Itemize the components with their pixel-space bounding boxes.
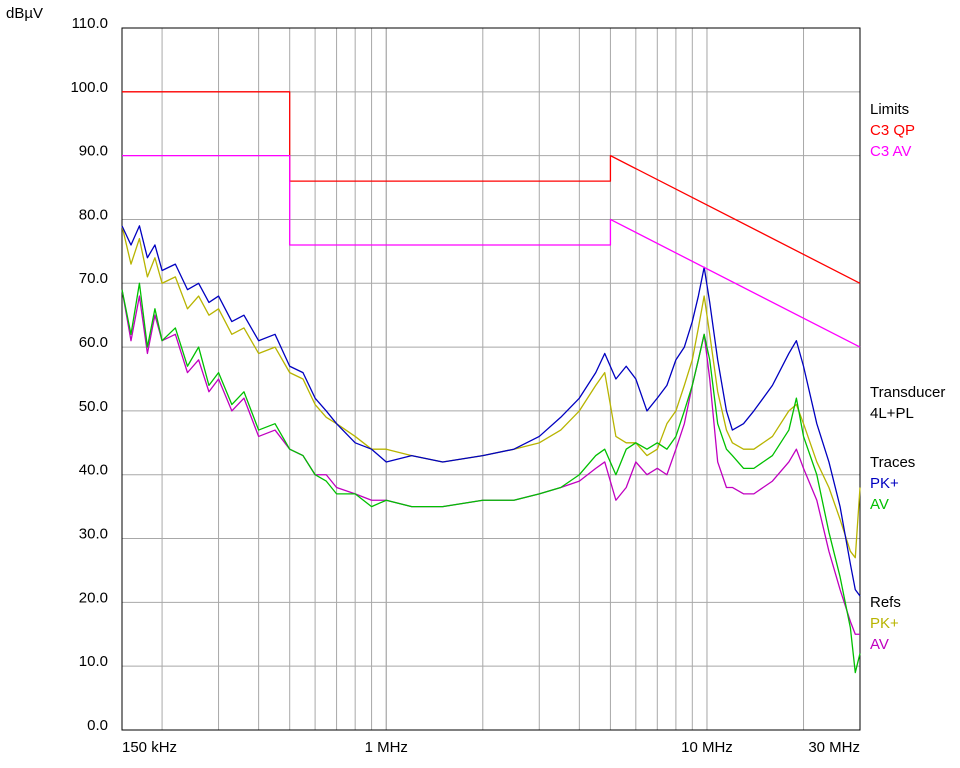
legend-group-title: Transducer (870, 384, 945, 401)
series-line (122, 154, 861, 348)
legend-entry: AV (870, 636, 889, 653)
y-tick-label: 80.0 (79, 206, 108, 223)
y-tick-label: 10.0 (79, 653, 108, 670)
y-tick-label: 30.0 (79, 526, 108, 543)
y-unit: dBµV (6, 5, 43, 22)
y-tick-label: 90.0 (79, 143, 108, 160)
legend-group-title: Limits (870, 101, 909, 118)
y-tick-label: 100.0 (70, 79, 108, 96)
x-tick-label: 30 MHz (808, 739, 860, 756)
series-line (121, 289, 860, 635)
y-tick-label: 70.0 (79, 270, 108, 287)
y-tick-label: 50.0 (79, 398, 108, 415)
legend-entry: AV (870, 496, 889, 513)
x-tick-label: 150 kHz (122, 739, 177, 756)
y-tick-label: 110.0 (72, 15, 108, 32)
legend-entry: PK+ (870, 475, 899, 492)
plot-area (122, 28, 860, 730)
y-tick-label: 40.0 (79, 462, 108, 479)
legend-group-title: Traces (870, 454, 915, 471)
series-line (121, 225, 861, 597)
y-tick-label: 20.0 (79, 589, 108, 606)
plot-frame (121, 27, 861, 731)
y-tick-label: 60.0 (79, 334, 108, 351)
legend-entry: C3 AV (870, 143, 911, 160)
legend-entry: PK+ (870, 615, 899, 632)
series-line (122, 91, 861, 284)
series-line (121, 282, 861, 674)
series-line (121, 225, 861, 559)
x-tick-label: 10 MHz (681, 739, 733, 756)
legend-note: 4L+PL (870, 405, 914, 422)
y-tick-label: 0.0 (87, 717, 108, 734)
legend-group-title: Refs (870, 594, 901, 611)
legend-entry: C3 QP (870, 122, 915, 139)
x-tick-label: 1 MHz (365, 739, 408, 756)
